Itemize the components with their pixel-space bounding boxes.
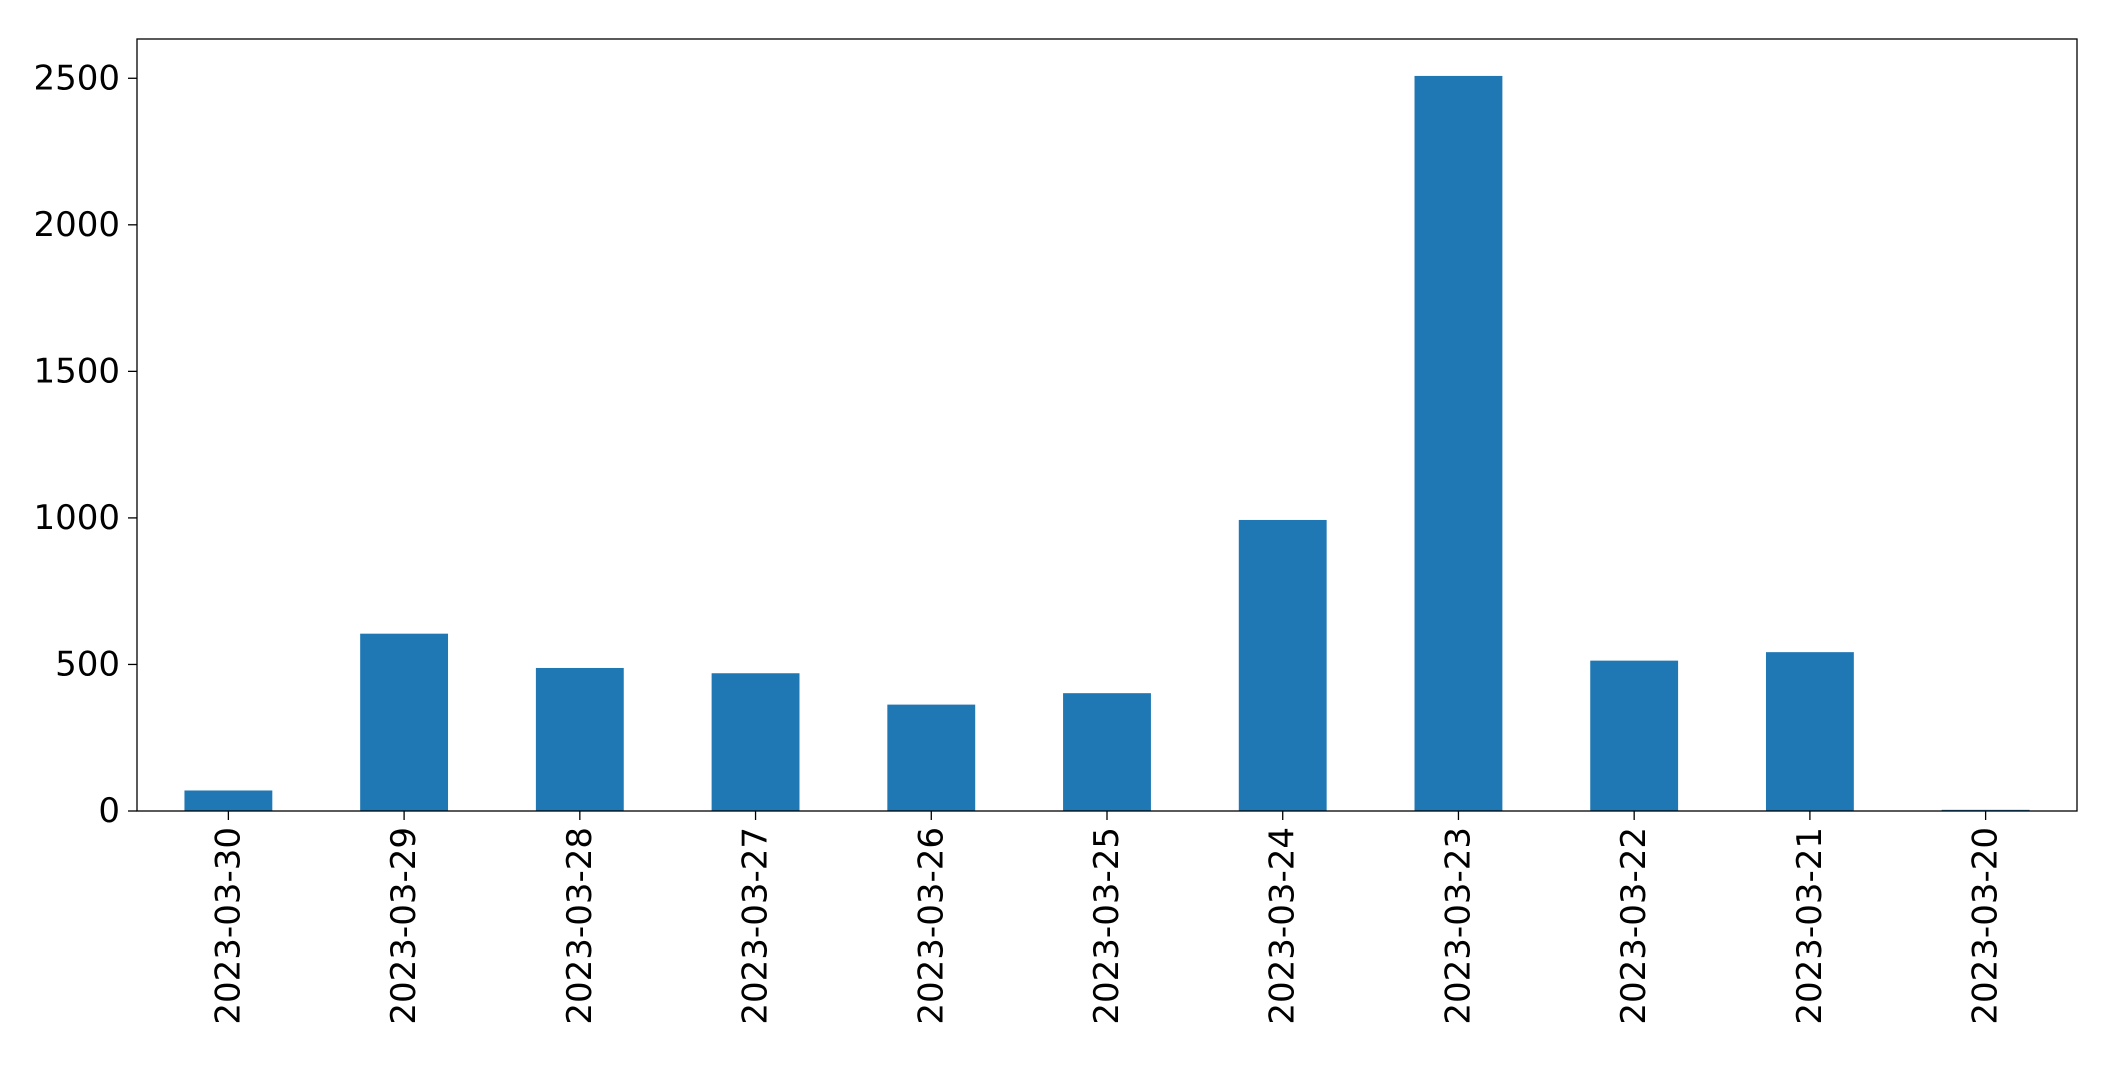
x-tick-label-2023-03-25: 2023-03-25 [1087, 827, 1127, 1025]
y-tick-label-2500: 2500 [33, 58, 120, 98]
y-tick-label-2000: 2000 [33, 205, 120, 245]
bar-2023-03-30 [184, 790, 273, 811]
bar-2023-03-26 [887, 704, 976, 811]
x-tick-label-2023-03-30: 2023-03-30 [208, 827, 248, 1025]
y-tick-label-1000: 1000 [33, 498, 120, 538]
x-tick-label-2023-03-28: 2023-03-28 [560, 827, 600, 1025]
x-tick-label-2023-03-21: 2023-03-21 [1790, 827, 1830, 1025]
x-tick-label-2023-03-26: 2023-03-26 [911, 827, 951, 1025]
bar-2023-03-25 [1063, 693, 1151, 811]
bar-2023-03-23 [1414, 75, 1503, 812]
y-tick-label-1500: 1500 [33, 351, 120, 391]
x-tick-label-2023-03-23: 2023-03-23 [1438, 827, 1478, 1025]
plot-area [137, 39, 2077, 811]
bar-2023-03-21 [1765, 652, 1854, 811]
bar-2023-03-22 [1590, 660, 1679, 811]
bar-2023-03-27 [711, 673, 800, 811]
bar-2023-03-28 [535, 667, 624, 811]
bar-2023-03-29 [360, 633, 449, 811]
x-axis: 2023-03-30 2023-03-29 2023-03-28 2023-03-27… [208, 811, 2006, 1025]
y-tick-label-0: 0 [98, 791, 120, 831]
x-tick-label-2023-03-27: 2023-03-27 [736, 827, 776, 1025]
x-tick-label-2023-03-20: 2023-03-20 [1966, 827, 2006, 1025]
x-tick-label-2023-03-29: 2023-03-29 [384, 827, 424, 1025]
plot-frame [136, 38, 2078, 812]
bar-2023-03-24 [1238, 519, 1327, 811]
x-tick-label-2023-03-22: 2023-03-22 [1614, 827, 1654, 1025]
y-tick-label-500: 500 [55, 644, 120, 684]
x-tick-label-2023-03-24: 2023-03-24 [1263, 827, 1303, 1025]
y-axis: 0 500 1000 1500 2000 2500 [33, 58, 137, 831]
bars-group [184, 75, 2030, 812]
